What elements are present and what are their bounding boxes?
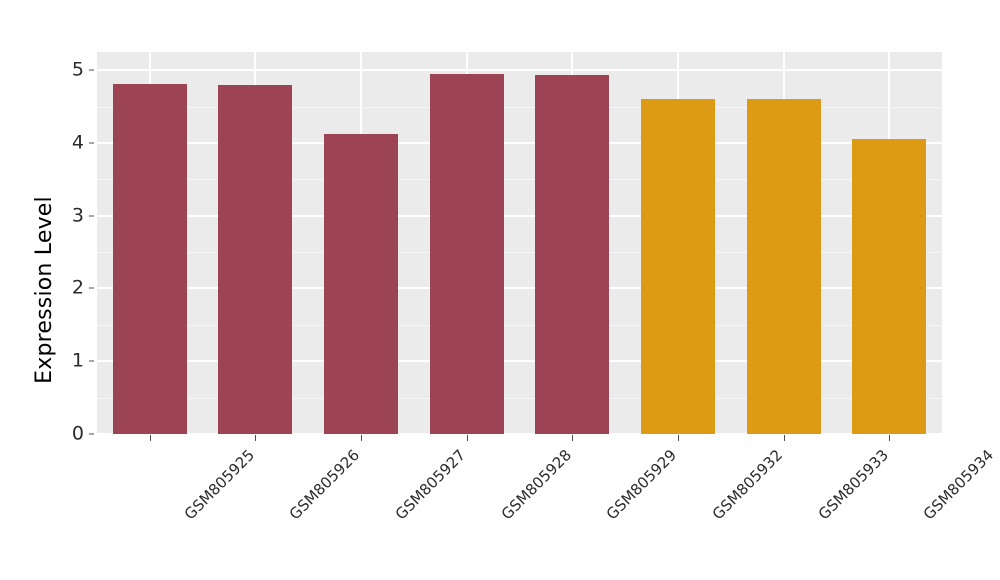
gridline-minor: [97, 179, 942, 181]
gridline-major: [97, 433, 942, 434]
x-axis-tick-label: GSM805927: [391, 446, 470, 524]
gridline-major: [97, 214, 942, 217]
gridline-major: [97, 287, 942, 290]
x-axis-tick-label: GSM805929: [603, 446, 681, 524]
gridline-minor: [97, 324, 942, 326]
gridline-major: [97, 141, 942, 144]
x-axis-tick-label: GSM805934: [919, 446, 998, 524]
bar: [218, 84, 293, 434]
gridline-minor: [97, 106, 942, 108]
gridline-major: [97, 360, 942, 363]
y-axis-tick-label: 3: [71, 204, 84, 227]
y-axis-tick-labels: 0 1 2 3 4 5: [54, 0, 84, 580]
y-axis-tick-mark: [89, 360, 94, 362]
x-axis-tick-label: GSM805928: [497, 446, 575, 524]
bar: [746, 99, 821, 434]
x-axis-tick-mark: [783, 435, 785, 441]
gridline-minor: [97, 252, 942, 254]
x-axis-tick-label: GSM805925: [180, 446, 258, 524]
gridline-minor: [97, 397, 942, 399]
bar: [429, 73, 504, 434]
y-axis-tick-label: 2: [71, 276, 84, 299]
plot-panel: [97, 52, 942, 434]
gridline-major: [97, 69, 942, 72]
y-axis-tick-label: 5: [71, 58, 84, 81]
x-axis-tick-mark: [361, 435, 363, 441]
y-axis-tick-mark: [89, 433, 94, 435]
y-axis-tick-mark: [89, 69, 94, 71]
bar: [324, 133, 399, 434]
bar: [535, 75, 610, 434]
y-axis-tick-label: 0: [71, 422, 84, 445]
x-axis-tick-mark: [466, 435, 468, 441]
y-axis-tick-mark: [89, 215, 94, 217]
x-axis-tick-label: GSM805926: [286, 446, 364, 524]
x-axis-tick-mark: [677, 435, 679, 441]
x-axis-tick-mark: [889, 435, 891, 441]
y-axis-tick-mark: [89, 142, 94, 144]
bar: [852, 138, 927, 434]
x-axis-tick-label: GSM805932: [708, 446, 787, 524]
y-axis-tick-label: 4: [71, 131, 84, 154]
x-axis-tick-mark: [149, 435, 151, 441]
x-axis-tick-label: GSM805933: [814, 446, 892, 524]
bar: [640, 99, 715, 434]
y-axis-tick-mark: [89, 287, 94, 289]
x-axis-tick-mark: [572, 435, 574, 441]
y-axis-tick-label: 1: [71, 349, 84, 372]
bar: [112, 84, 187, 434]
x-axis-tick-mark: [255, 435, 257, 441]
